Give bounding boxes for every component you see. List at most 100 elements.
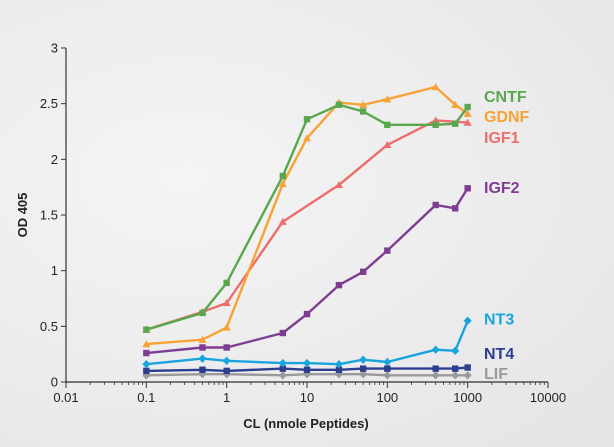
series-igf2 <box>143 185 471 357</box>
series-nt3 <box>142 316 472 369</box>
data-point <box>222 298 231 307</box>
series-label-cntf: CNTF <box>484 89 527 106</box>
data-point <box>303 134 311 142</box>
y-tick-label: 2 <box>51 152 58 167</box>
series-gdnf <box>142 82 472 348</box>
y-tick-label: 0 <box>51 375 58 390</box>
data-point <box>279 365 287 372</box>
axes: 0 0.5 1 1.5 2 2.5 3 0.01 0.1 1 10 100 1000 10000 <box>40 41 566 406</box>
x-tick-label: 1000 <box>453 390 482 405</box>
series-label-igf1: IGF1 <box>484 130 520 147</box>
data-point <box>432 365 439 372</box>
data-point <box>143 367 150 375</box>
series-label-lif: LIF <box>484 366 508 383</box>
data-point <box>335 366 343 373</box>
data-point <box>451 346 460 356</box>
data-point <box>383 95 392 103</box>
data-point <box>464 364 471 371</box>
data-point <box>432 121 439 129</box>
x-tick-label: 0.01 <box>53 390 78 405</box>
data-point <box>223 279 230 287</box>
data-point <box>359 355 368 364</box>
data-point <box>384 121 391 129</box>
series-label-nt3: NT3 <box>484 312 514 329</box>
data-point <box>279 329 287 337</box>
data-point <box>432 201 439 209</box>
data-point <box>383 140 392 149</box>
y-tick-label: 0.5 <box>40 319 58 334</box>
data-point <box>383 371 392 380</box>
data-point <box>142 340 151 348</box>
data-point <box>334 359 343 369</box>
data-point <box>222 323 231 331</box>
data-point <box>463 371 472 380</box>
data-point <box>359 108 367 115</box>
data-point <box>451 100 460 108</box>
data-point <box>198 354 207 363</box>
data-point <box>222 356 231 366</box>
data-point <box>143 326 150 333</box>
data-point <box>463 109 472 117</box>
x-tick-label: 1 <box>223 390 230 405</box>
series-label-igf2: IGF2 <box>484 180 520 197</box>
series-line <box>146 187 469 355</box>
data-point <box>383 357 392 367</box>
series-labels: CNTF GDNF IGF1 IGF2 NT3 NT4 LIF <box>484 89 530 383</box>
data-point <box>431 82 440 91</box>
data-point <box>452 120 459 127</box>
data-point <box>278 217 287 225</box>
series-line <box>145 119 468 331</box>
data-point <box>359 365 367 372</box>
data-point <box>303 116 311 123</box>
series-igf1 <box>142 116 472 333</box>
data-point <box>198 335 207 343</box>
data-point <box>463 316 472 325</box>
series-nt4 <box>143 364 471 375</box>
data-point <box>223 367 230 375</box>
data-point <box>464 103 471 111</box>
data-point <box>384 247 391 254</box>
data-point <box>334 180 343 189</box>
y-tick-label: 1.5 <box>40 208 58 223</box>
x-tick-label: 10000 <box>530 390 566 405</box>
data-point <box>359 370 368 379</box>
data-point <box>335 281 343 289</box>
y-axis-title: OD 405 <box>15 193 30 238</box>
data-point <box>142 359 151 369</box>
data-point <box>278 179 287 188</box>
data-point <box>431 371 440 380</box>
series-label-gdnf: GDNF <box>484 109 530 126</box>
data-point <box>464 185 471 192</box>
data-point <box>279 172 287 180</box>
series-line <box>146 320 469 366</box>
series-layer <box>142 82 472 380</box>
series-label-nt4: NT4 <box>484 346 514 363</box>
y-tick-label: 1 <box>51 263 58 278</box>
x-axis-title: CL (nmole Peptides) <box>243 416 368 431</box>
data-point <box>431 345 440 354</box>
data-point <box>303 366 311 373</box>
series-cntf <box>143 101 471 333</box>
data-point <box>452 365 459 372</box>
data-point <box>143 349 150 357</box>
data-point <box>199 366 206 373</box>
data-point <box>223 344 230 351</box>
data-point <box>359 268 367 275</box>
x-tick-label: 100 <box>376 390 398 405</box>
data-point <box>384 365 391 372</box>
data-point <box>278 371 287 380</box>
y-tick-label: 2.5 <box>40 96 58 111</box>
x-tick-label: 0.1 <box>137 390 155 405</box>
data-point <box>303 310 311 318</box>
y-tick-label: 3 <box>51 41 58 56</box>
data-point <box>463 118 472 126</box>
x-tick-label: 10 <box>300 390 314 405</box>
data-point <box>452 205 459 212</box>
data-point <box>199 344 206 351</box>
data-point <box>359 100 368 108</box>
data-point <box>303 358 311 368</box>
data-point <box>335 101 343 108</box>
data-point <box>199 309 206 317</box>
